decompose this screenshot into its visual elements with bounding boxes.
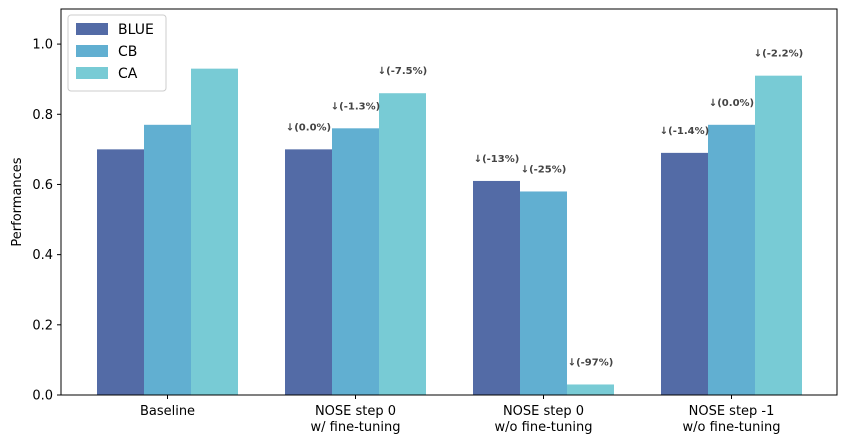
legend-swatch-ca	[76, 67, 108, 79]
annotation-label: ↓(-1.4%)	[660, 126, 709, 137]
y-tick-label: 0.2	[32, 318, 53, 333]
plot-frame	[60, 8, 838, 396]
bar-ca-1	[379, 93, 426, 395]
bar-ca-2	[567, 384, 614, 395]
annotation-label: ↓(0.0%)	[286, 122, 331, 133]
x-tick-label: NOSE step -1 w/o fine-tuning	[683, 404, 781, 435]
annotation-label: ↓(0.0%)	[709, 98, 754, 109]
x-tick-label-line: w/ fine-tuning	[311, 420, 401, 435]
annotation-label: ↓(-7.5%)	[378, 66, 427, 77]
x-tick-label-line: NOSE step -1	[689, 404, 775, 419]
y-tick-label: 0.0	[32, 389, 53, 404]
annotation-label: ↓(-13%)	[474, 154, 520, 165]
bar-ca-3	[755, 75, 802, 396]
annotation-label: ↓(-2.2%)	[754, 49, 803, 60]
bar-blue-0	[97, 149, 144, 395]
bar-blue-1	[285, 149, 332, 395]
y-axis: 0.0 0.2 0.4 0.6 0.8 1.0	[32, 38, 61, 404]
x-tick-label-line: Baseline	[140, 404, 195, 419]
legend-label-ca: CA	[118, 66, 138, 82]
bar-ca-0	[191, 68, 238, 396]
annotation-label: ↓(-97%)	[568, 357, 614, 368]
y-tick-label: 0.6	[32, 178, 53, 193]
annotation-label: ↓(-25%)	[521, 164, 567, 175]
legend-swatch-blue	[76, 23, 108, 35]
bars-layer	[97, 68, 802, 396]
bar-blue-3	[661, 152, 708, 395]
x-tick-label-line: w/o fine-tuning	[495, 420, 593, 435]
bar-cb-1	[332, 128, 379, 395]
y-axis-title: Performances	[10, 157, 25, 246]
annotations-layer: ↓(0.0%)↓(-1.3%)↓(-7.5%)↓(-13%)↓(-25%)↓(-…	[286, 49, 803, 369]
legend-label-cb: CB	[118, 44, 137, 60]
x-tick-label: Baseline	[140, 404, 195, 419]
y-tick-label: 0.8	[32, 108, 53, 123]
x-tick-label-line: NOSE step 0	[503, 404, 584, 419]
y-tick-label: 1.0	[32, 38, 53, 53]
bar-cb-3	[708, 124, 755, 396]
legend-swatch-cb	[76, 45, 108, 57]
bar-blue-2	[473, 180, 520, 395]
legend: BLUE CB CA	[67, 14, 167, 92]
legend-label-blue: BLUE	[118, 22, 154, 38]
bar-cb-2	[520, 191, 567, 395]
x-tick-label-line: NOSE step 0	[315, 404, 396, 419]
bar-cb-0	[144, 124, 191, 396]
y-tick-label: 0.4	[32, 248, 53, 263]
x-tick-label-line: w/o fine-tuning	[683, 420, 781, 435]
x-tick-label: NOSE step 0 w/o fine-tuning	[495, 404, 593, 435]
annotation-label: ↓(-1.3%)	[331, 101, 380, 112]
x-tick-label: NOSE step 0 w/ fine-tuning	[311, 404, 401, 435]
